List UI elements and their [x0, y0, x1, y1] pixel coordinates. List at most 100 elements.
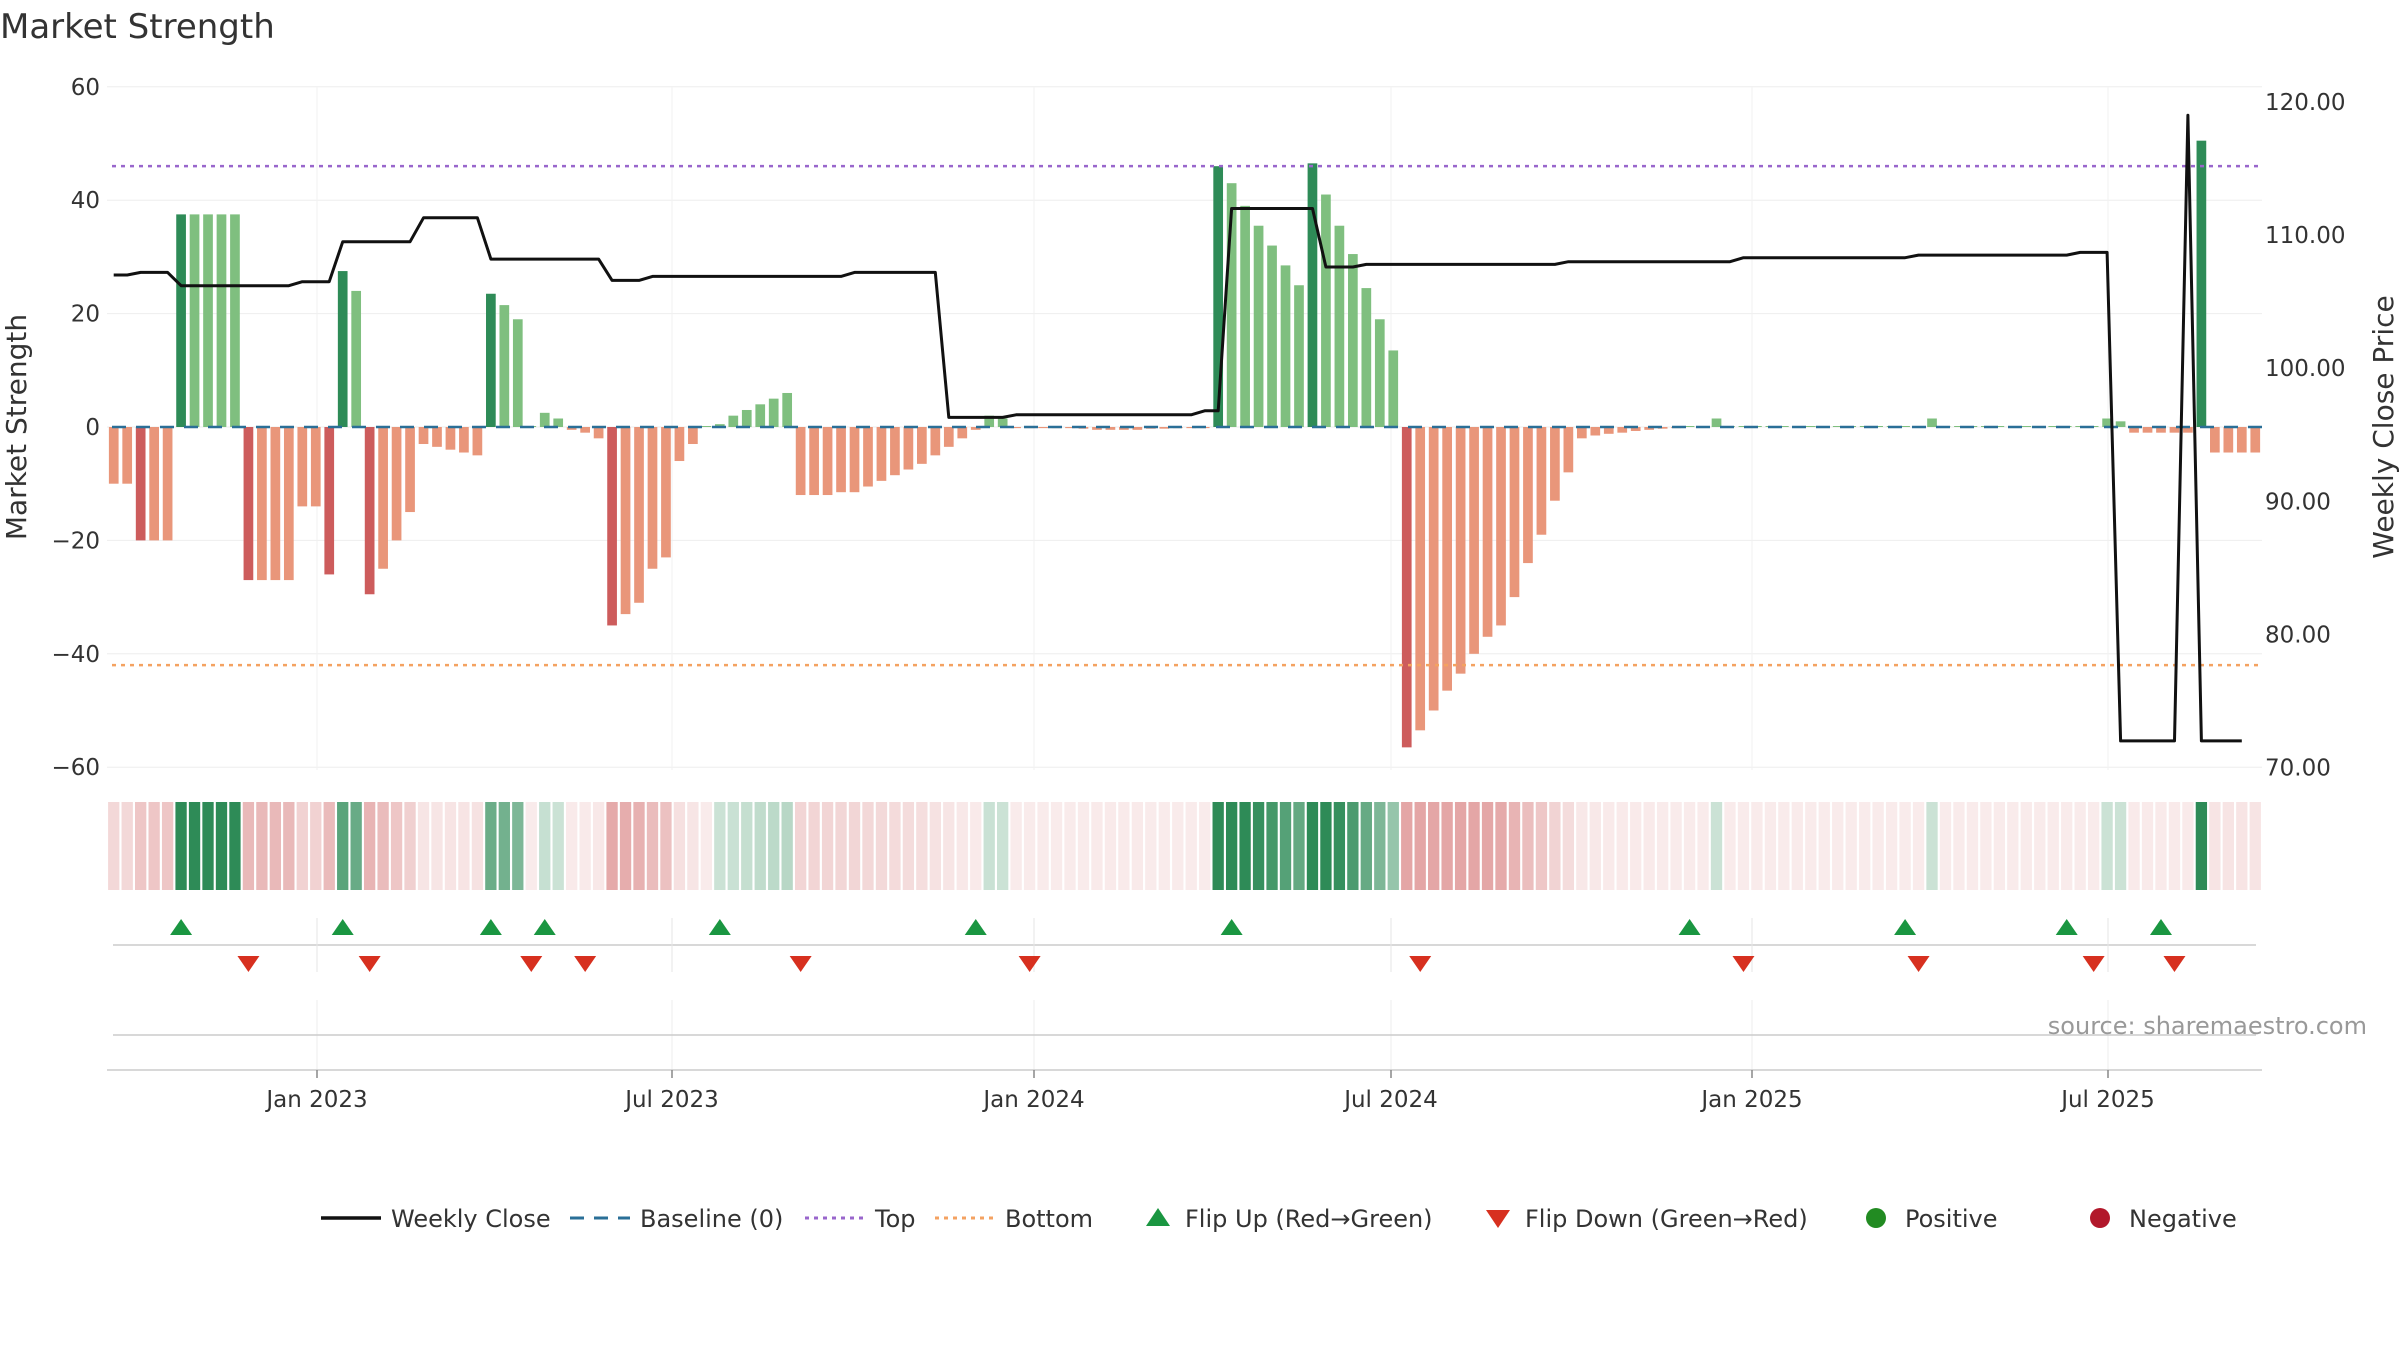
strength-bar: [2115, 421, 2126, 427]
strength-bar: [1361, 288, 1372, 427]
regime-cell: [2061, 802, 2073, 890]
y-axis-ticks: 60 40 20 0 −20 −40 −60: [51, 75, 100, 781]
strength-bar: [539, 412, 550, 427]
regime-cell: [1131, 802, 1144, 890]
strength-bar: [1294, 285, 1304, 427]
strength-bar: [2250, 427, 2261, 453]
legend-label: Bottom: [1005, 1205, 1093, 1233]
strength-bar: [1509, 427, 1520, 598]
regime-cell: [1832, 802, 1844, 890]
regime-cell: [1912, 802, 1925, 890]
strength-bar: [863, 427, 873, 487]
y2-tick-label: 100.00: [2265, 356, 2345, 382]
regime-cell: [458, 802, 470, 890]
strength-bar: [2048, 426, 2059, 427]
regime-cell: [431, 802, 443, 890]
strength-bars: [108, 140, 2261, 748]
legend-swatch-circle: [1866, 1208, 1886, 1228]
flip-up-marker: [2055, 919, 2078, 935]
strength-bar: [876, 427, 887, 481]
strength-bar: [1401, 427, 1412, 748]
strength-bar: [1576, 427, 1587, 439]
strength-bar: [418, 427, 429, 445]
regime-cell: [2007, 802, 2019, 890]
regime-cell: [2128, 802, 2140, 890]
flip-down-marker: [1907, 956, 1930, 972]
regime-cell: [512, 802, 524, 890]
flip-up-marker: [2149, 919, 2172, 935]
regime-cell: [808, 802, 820, 890]
regime-cell: [1549, 802, 1561, 890]
lower-panel: [107, 1000, 2262, 1071]
strength-bar: [2236, 427, 2247, 453]
strength-bar: [203, 214, 213, 428]
regime-cell: [1778, 802, 1790, 890]
regime-cell: [552, 802, 564, 890]
regime-cell: [714, 802, 726, 890]
regime-cell: [1899, 802, 1911, 890]
regime-cell: [1603, 802, 1615, 890]
regime-cell: [2195, 802, 2208, 890]
legend-label: Flip Down (Green→Red): [1525, 1205, 1808, 1233]
legend-label: Positive: [1905, 1205, 1998, 1233]
strength-bar: [122, 427, 133, 484]
strength-bar: [620, 427, 631, 615]
legend-item: Positive: [1866, 1205, 1998, 1233]
regime-cell: [916, 802, 928, 890]
regime-cell: [498, 802, 510, 890]
regime-cell: [2101, 802, 2113, 890]
strength-bar: [674, 427, 685, 462]
strength-bar: [1267, 245, 1277, 427]
regime-cell: [2047, 802, 2059, 890]
legend-item: Weekly Close: [321, 1205, 551, 1233]
strength-bar: [661, 427, 671, 558]
flip-down-marker: [237, 956, 260, 972]
regime-strip: [108, 802, 2261, 890]
strength-bar: [2102, 418, 2112, 427]
strength-bar: [553, 418, 564, 427]
regime-cell: [821, 802, 834, 890]
regime-cell: [956, 802, 968, 890]
regime-cell: [1697, 802, 1709, 890]
regime-cell: [1980, 802, 1992, 890]
y2-tick-label: 70.00: [2265, 756, 2331, 782]
strength-bar: [310, 427, 321, 507]
regime-cell: [875, 802, 888, 890]
y-tick-label: 40: [71, 188, 100, 214]
x-tick-label: Jan 2025: [1699, 1087, 1802, 1113]
flip-up-marker: [1220, 919, 1243, 935]
regime-cell: [2114, 802, 2127, 890]
strength-bar: [176, 214, 186, 428]
strength-bar: [1321, 194, 1331, 427]
regime-cell: [1252, 802, 1265, 890]
strength-bar: [930, 427, 941, 456]
regime-cell: [929, 802, 941, 890]
regime-cell: [1468, 802, 1480, 890]
strength-bar: [1482, 427, 1493, 637]
x-axis-ticks: Jan 2023 Jul 2023 Jan 2024 Jul 2024 Jan 2025…: [264, 1070, 2155, 1113]
weekly-close-line: [113, 113, 2242, 743]
strength-bar: [2183, 427, 2193, 433]
strength-bar: [1927, 418, 1937, 427]
strength-bar: [1657, 427, 1668, 429]
y2-tick-label: 80.00: [2265, 622, 2331, 648]
regime-cell: [283, 802, 295, 890]
strength-bar: [257, 427, 267, 581]
strength-bar: [1415, 427, 1426, 731]
strength-bar: [1038, 427, 1048, 429]
legend-item: Flip Down (Green→Red): [1486, 1205, 1808, 1233]
weekly-close-line-group: [113, 113, 2242, 743]
regime-cell: [1926, 802, 1938, 890]
legend-item: Top: [805, 1205, 916, 1233]
regime-cell: [1037, 802, 1049, 890]
regime-cell: [754, 802, 766, 890]
strength-bar: [1873, 426, 1883, 427]
strength-bar: [836, 427, 846, 493]
strength-bar: [351, 290, 362, 427]
regime-cell: [1454, 802, 1467, 890]
regime-cell: [1320, 802, 1332, 890]
regime-cell: [1656, 802, 1669, 890]
regime-cell: [727, 802, 739, 890]
y-tick-label: 60: [71, 75, 100, 101]
source-label: source: sharemaestro.com: [2048, 1012, 2367, 1040]
